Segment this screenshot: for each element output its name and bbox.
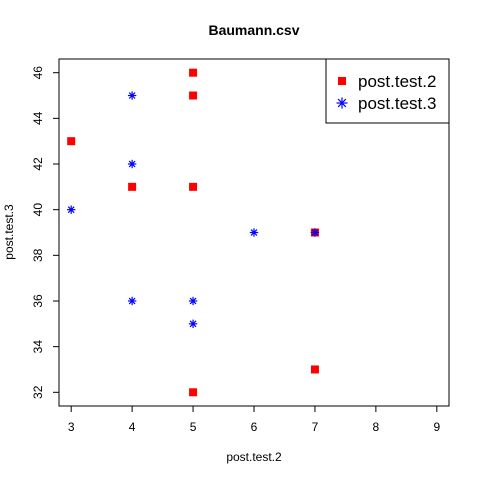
y-tick-label: 42 [31,157,45,171]
y-tick-label: 40 [31,203,45,217]
y-tick-label: 34 [31,340,45,354]
x-tick-label: 3 [68,420,75,434]
data-point [189,182,198,191]
data-point [66,205,76,214]
legend-marker [336,97,348,109]
x-tick-label: 9 [433,420,440,434]
y-axis: 32 34 36 38 40 42 44 46 [31,66,59,399]
data-point [67,137,76,146]
y-axis-label: post.test.3 [2,204,16,260]
legend-label: post.test.2 [358,72,436,91]
data-point [127,91,137,100]
legend: post.test.2 post.test.3 [325,58,450,124]
y-tick-label: 38 [31,248,45,262]
data-point [310,228,320,237]
y-tick-label: 36 [31,294,45,308]
x-axis: 3 4 5 6 7 8 9 [68,406,440,434]
legend-box [325,58,450,124]
data-point [127,159,137,169]
legend-marker [338,77,346,85]
x-axis-label: post.test.2 [226,450,282,464]
data-point [189,91,198,100]
y-tick-label: 46 [31,66,45,80]
x-tick-label: 4 [129,420,136,434]
series-post.test.2 [67,68,319,397]
data-points [66,68,320,397]
data-point [127,296,137,306]
y-tick-label: 44 [31,111,45,125]
x-tick-label: 7 [312,420,319,434]
data-point [249,228,259,237]
legend-label: post.test.3 [358,94,436,113]
data-point [188,296,198,306]
y-tick-label: 32 [31,385,45,399]
x-tick-label: 6 [251,420,258,434]
series-post.test.3 [66,91,320,329]
data-point [310,365,319,374]
data-point [189,388,198,397]
chart-title: Baumann.csv [208,22,299,38]
x-tick-label: 8 [373,420,380,434]
x-tick-label: 5 [190,420,197,434]
data-point [189,68,198,77]
data-point [128,182,137,191]
data-point [188,319,198,329]
